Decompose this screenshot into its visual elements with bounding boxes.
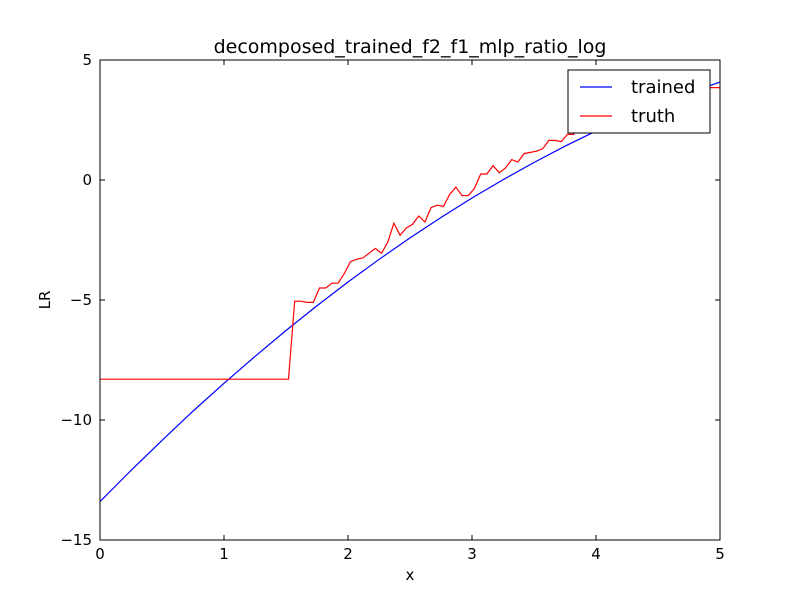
x-tick-label: 3 xyxy=(467,545,477,563)
y-tick-label: 5 xyxy=(82,51,92,69)
x-tick-label: 5 xyxy=(715,545,725,563)
y-tick-label: −10 xyxy=(60,411,92,429)
y-axis-label: LR xyxy=(36,291,54,310)
y-tick-label: 0 xyxy=(82,171,92,189)
legend: trained truth xyxy=(567,69,711,134)
x-axis-label: x xyxy=(406,566,415,584)
x-tick-label: 2 xyxy=(343,545,353,563)
x-tick-label: 1 xyxy=(219,545,229,563)
legend-label-trained: trained xyxy=(631,77,695,98)
legend-box xyxy=(567,69,711,134)
plot-area xyxy=(100,60,720,540)
x-tick-label: 0 xyxy=(95,545,105,563)
x-tick-label: 4 xyxy=(591,545,601,563)
chart-title: decomposed_trained_f2_f1_mlp_ratio_log xyxy=(214,36,607,58)
ticks-layer: 0 1 2 3 4 5 5 0 −5 −10 −15 xyxy=(60,51,724,563)
legend-label-truth: truth xyxy=(631,106,675,127)
y-tick-label: −5 xyxy=(70,291,92,309)
y-tick-label: −15 xyxy=(60,531,92,549)
